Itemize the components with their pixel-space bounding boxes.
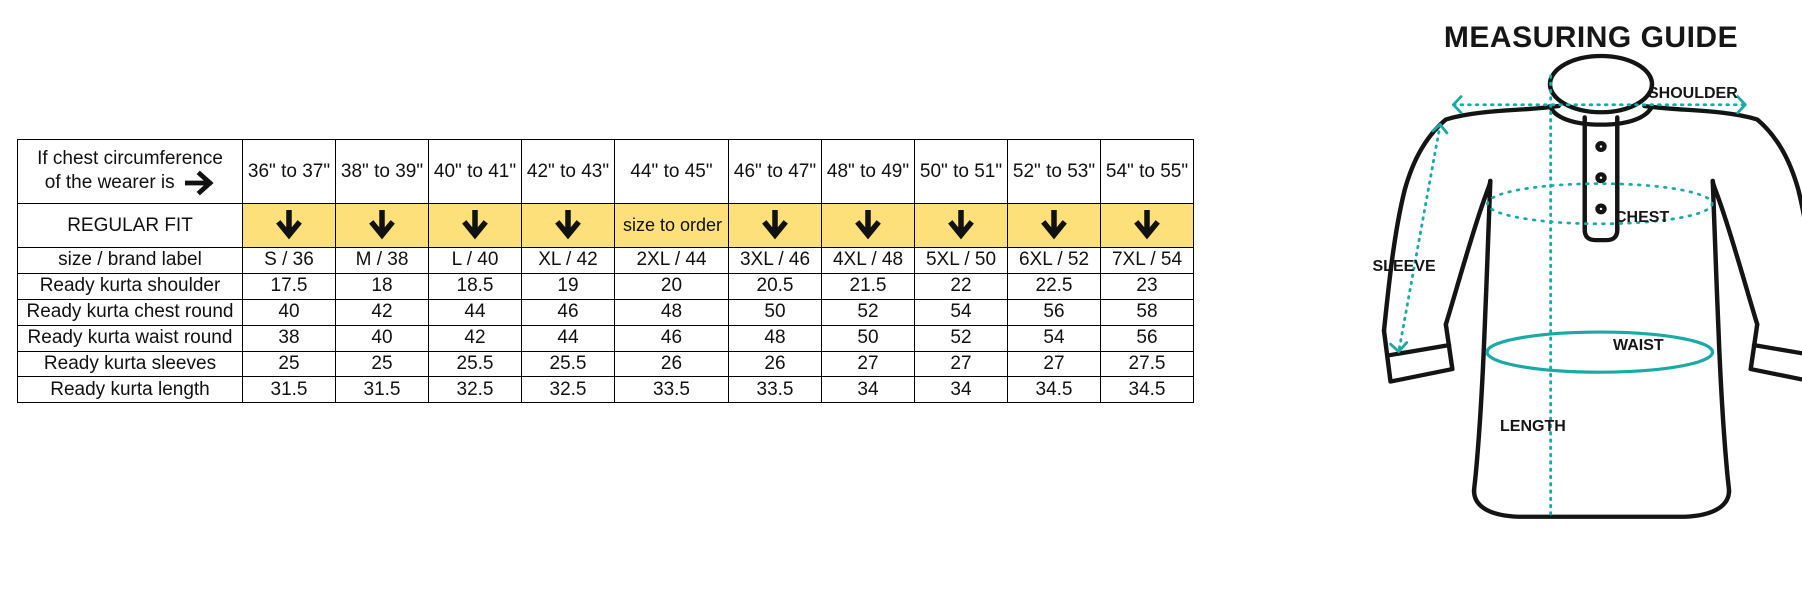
svg-text:LENGTH: LENGTH: [1500, 418, 1566, 435]
svg-text:CHEST: CHEST: [1615, 209, 1669, 226]
svg-text:WAIST: WAIST: [1613, 337, 1664, 354]
svg-text:SHOULDER: SHOULDER: [1648, 85, 1738, 102]
svg-text:SLEEVE: SLEEVE: [1373, 258, 1436, 275]
